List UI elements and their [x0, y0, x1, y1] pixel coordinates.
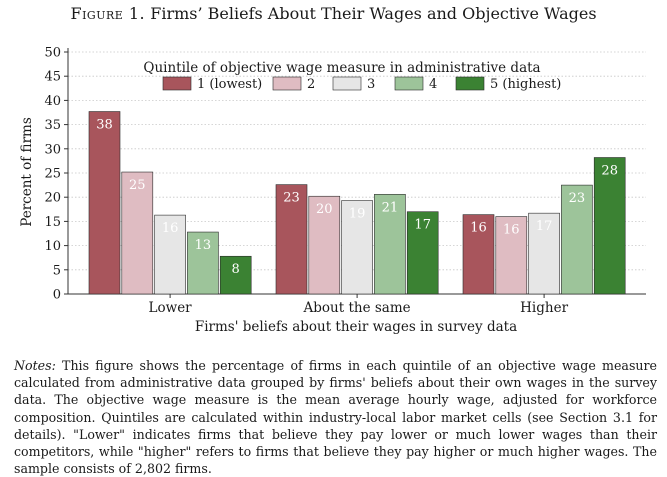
bar-value-label: 16 — [162, 221, 179, 236]
y-tick-label: 25 — [44, 167, 61, 182]
figure-title: Figure 1. Firms’ Beliefs About Their Wag… — [0, 4, 667, 23]
bar-value-label: 8 — [232, 262, 240, 277]
bar — [593, 157, 626, 295]
bar-value-label: 28 — [601, 164, 618, 179]
bar — [374, 193, 406, 295]
notes-label: Notes: — [14, 358, 56, 373]
y-tick-label: 45 — [44, 70, 61, 85]
bar — [219, 255, 252, 295]
x-axis-label: Firms' beliefs about their wages in surv… — [195, 319, 517, 335]
x-tick-label: Lower — [149, 300, 193, 316]
bars — [88, 111, 626, 295]
bar — [528, 212, 560, 295]
legend-swatch — [455, 76, 485, 91]
figure-label: Figure 1. — [70, 4, 146, 23]
bar-value-label: 23 — [569, 191, 586, 206]
legend-swatch — [332, 76, 362, 91]
bar — [121, 171, 154, 295]
y-tick-label: 0 — [53, 288, 61, 303]
bar-value-label: 19 — [349, 207, 366, 222]
bar-value-labels: 38 25 16 13 8 23 20 19 21 17 16 16 17 23 28 — [96, 118, 618, 278]
bar-value-label: 20 — [316, 202, 333, 217]
bar-value-label: 17 — [536, 219, 553, 234]
figure-notes: Notes: This figure shows the percentage … — [14, 357, 657, 477]
y-tick-label: 20 — [44, 191, 61, 206]
figure-title-text: Firms’ Beliefs About Their Wages and Obj… — [150, 4, 597, 23]
x-tick-label: About the same — [303, 300, 411, 316]
bar — [495, 216, 528, 295]
y-axis-label: Percent of firms — [19, 117, 35, 227]
bar-value-label: 38 — [96, 118, 113, 133]
y-tick-label: 15 — [44, 215, 61, 230]
notes-text: This figure shows the percentage of firm… — [14, 358, 657, 477]
y-tick-label: 50 — [44, 46, 61, 61]
bar-value-label: 23 — [283, 191, 300, 206]
legend-title: Quintile of objective wage measure in ad… — [143, 60, 540, 76]
bar — [308, 195, 341, 295]
legend-label: 2 — [307, 77, 315, 92]
bar-chart: 0 5 10 15 20 25 30 35 40 45 50 Lower About the same H… — [19, 46, 646, 335]
bar-value-label: 16 — [470, 221, 487, 236]
legend: 1 (lowest) 2 3 4 5 (highest) — [162, 76, 561, 92]
bar — [154, 214, 186, 295]
legend-swatch — [162, 76, 192, 91]
y-tick-label: 10 — [44, 239, 61, 254]
bar-value-label: 25 — [129, 178, 146, 193]
y-tick-label: 40 — [44, 94, 61, 109]
y-tick-label: 30 — [44, 142, 61, 157]
bar — [88, 111, 121, 295]
legend-label: 3 — [367, 77, 375, 92]
bar — [561, 184, 593, 295]
bar-value-label: 16 — [503, 223, 520, 238]
bar — [275, 184, 308, 295]
legend-swatch — [272, 76, 302, 91]
bar-value-label: 17 — [414, 218, 431, 233]
bar — [187, 231, 219, 295]
bar — [341, 200, 373, 295]
bar — [462, 214, 495, 295]
legend-label: 5 (highest) — [490, 77, 561, 92]
bar-value-label: 13 — [195, 238, 212, 253]
bar-value-label: 21 — [382, 200, 399, 215]
legend-swatch — [394, 76, 424, 91]
legend-label: 4 — [429, 77, 437, 92]
axes: 0 5 10 15 20 25 30 35 40 45 50 Lower About the same H… — [44, 46, 646, 316]
x-tick-label: Higher — [520, 300, 568, 316]
y-tick-label: 5 — [53, 263, 61, 278]
y-tick-label: 35 — [44, 118, 61, 133]
legend-label: 1 (lowest) — [197, 77, 262, 92]
bar — [406, 211, 439, 295]
